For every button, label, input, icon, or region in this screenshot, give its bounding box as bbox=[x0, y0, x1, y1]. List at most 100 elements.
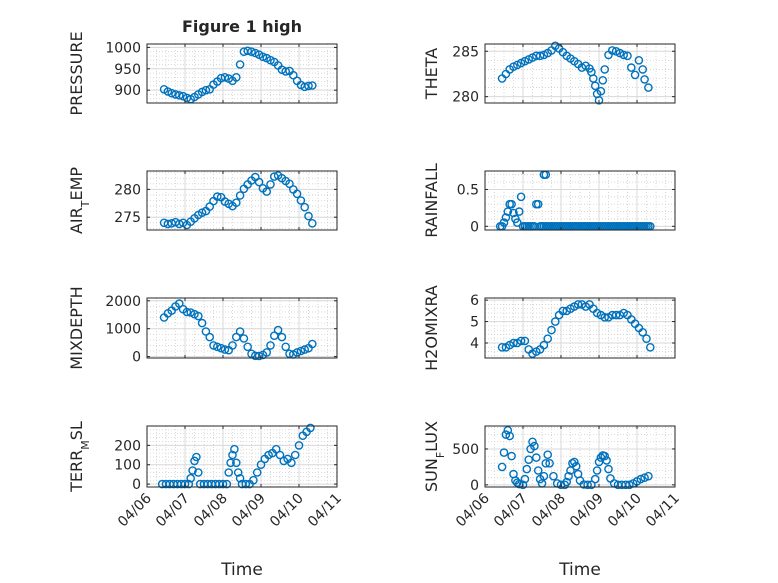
data-point bbox=[532, 453, 541, 462]
data-point bbox=[197, 318, 207, 328]
data-point bbox=[277, 332, 287, 342]
y-axis-label: MIXDEPTH bbox=[67, 286, 86, 369]
data-point bbox=[201, 85, 211, 95]
data-point bbox=[598, 76, 608, 85]
data-series bbox=[497, 300, 655, 359]
data-point bbox=[235, 473, 245, 483]
data-point bbox=[608, 46, 617, 55]
data-point bbox=[524, 455, 534, 465]
data-point bbox=[269, 172, 279, 181]
data-point bbox=[275, 450, 285, 460]
y-tick-label: 500 bbox=[452, 442, 479, 458]
data-point bbox=[564, 471, 573, 481]
data-point bbox=[549, 471, 558, 481]
data-point bbox=[514, 207, 524, 216]
x-tick-label: 04/07 bbox=[153, 491, 193, 531]
x-axis-label: Time bbox=[220, 560, 263, 580]
data-point bbox=[249, 475, 258, 485]
y-tick-label: 900 bbox=[114, 83, 141, 99]
data-point bbox=[499, 448, 509, 457]
data-point bbox=[509, 338, 518, 348]
data-point bbox=[300, 345, 310, 354]
data-point bbox=[505, 431, 515, 441]
data-point bbox=[182, 307, 192, 317]
data-point bbox=[163, 219, 173, 229]
y-tick-label: 200 bbox=[114, 438, 141, 454]
data-point bbox=[539, 340, 549, 350]
data-point bbox=[570, 457, 579, 467]
data-point bbox=[226, 458, 235, 468]
y-tick-label: 0 bbox=[132, 477, 141, 493]
y-axis-label: AIRTEMP bbox=[67, 167, 92, 234]
data-point bbox=[551, 317, 560, 326]
data-point bbox=[516, 192, 526, 202]
data-point bbox=[520, 474, 530, 484]
x-tick-label: 04/08 bbox=[529, 491, 569, 531]
x-tick-label: 04/07 bbox=[491, 491, 531, 531]
subplot-h2omixra: 4 5 6 H2OMIXRA bbox=[422, 285, 676, 371]
data-point bbox=[186, 473, 195, 483]
data-point bbox=[507, 451, 516, 461]
data-point bbox=[642, 334, 651, 344]
data-point bbox=[228, 341, 237, 350]
y-axis-label: RAINFALL bbox=[422, 163, 441, 238]
data-point bbox=[543, 450, 553, 460]
data-point bbox=[281, 67, 291, 76]
data-point bbox=[627, 63, 636, 72]
y-tick-label: 280 bbox=[114, 182, 141, 198]
x-tick-label: 04/11 bbox=[305, 491, 345, 531]
data-point bbox=[497, 462, 507, 472]
data-series bbox=[159, 46, 317, 104]
data-point bbox=[235, 191, 245, 200]
data-point bbox=[235, 327, 245, 336]
data-point bbox=[262, 348, 272, 357]
data-point bbox=[638, 65, 648, 74]
y-tick-label: 5 bbox=[470, 315, 479, 331]
data-point bbox=[545, 458, 554, 468]
y-tick-label: 1000 bbox=[105, 40, 141, 56]
y-axis-label: H2OMIXRA bbox=[422, 285, 441, 371]
x-tick-label: 04/09 bbox=[567, 491, 607, 531]
data-point bbox=[243, 46, 252, 56]
data-point bbox=[307, 218, 317, 228]
axes-border bbox=[146, 425, 338, 488]
data-point bbox=[231, 73, 241, 82]
data-point bbox=[501, 430, 511, 439]
data-point bbox=[192, 452, 201, 462]
data-point bbox=[271, 444, 281, 454]
data-point bbox=[174, 91, 184, 100]
data-series bbox=[157, 423, 315, 489]
y-tick-label: 950 bbox=[114, 62, 141, 78]
y-tick-label: 1000 bbox=[105, 322, 141, 338]
data-point bbox=[594, 96, 604, 105]
data-point bbox=[307, 81, 317, 90]
y-tick-label: 285 bbox=[452, 44, 479, 60]
data-point bbox=[296, 346, 306, 356]
data-point bbox=[254, 177, 264, 187]
axes-border bbox=[484, 170, 676, 231]
data-point bbox=[224, 468, 233, 477]
data-point bbox=[230, 444, 239, 454]
data-point bbox=[619, 50, 629, 60]
axes-frame bbox=[484, 43, 676, 104]
x-tick-label: 04/09 bbox=[229, 491, 269, 531]
data-point bbox=[258, 52, 268, 62]
data-point bbox=[644, 83, 653, 92]
x-tick-label: 04/10 bbox=[605, 491, 645, 531]
y-tick-label: 6 bbox=[470, 293, 479, 309]
data-point bbox=[228, 450, 237, 460]
data-point bbox=[307, 339, 317, 349]
data-point bbox=[304, 211, 313, 221]
data-point bbox=[290, 450, 300, 460]
data-point bbox=[218, 479, 228, 489]
data-series bbox=[159, 171, 317, 230]
data-point bbox=[522, 464, 532, 474]
data-point bbox=[600, 451, 610, 461]
data-point bbox=[243, 342, 252, 352]
data-point bbox=[592, 466, 602, 475]
data-point bbox=[281, 342, 291, 352]
data-point bbox=[296, 196, 306, 205]
data-point bbox=[188, 466, 197, 475]
data-point bbox=[513, 478, 522, 488]
